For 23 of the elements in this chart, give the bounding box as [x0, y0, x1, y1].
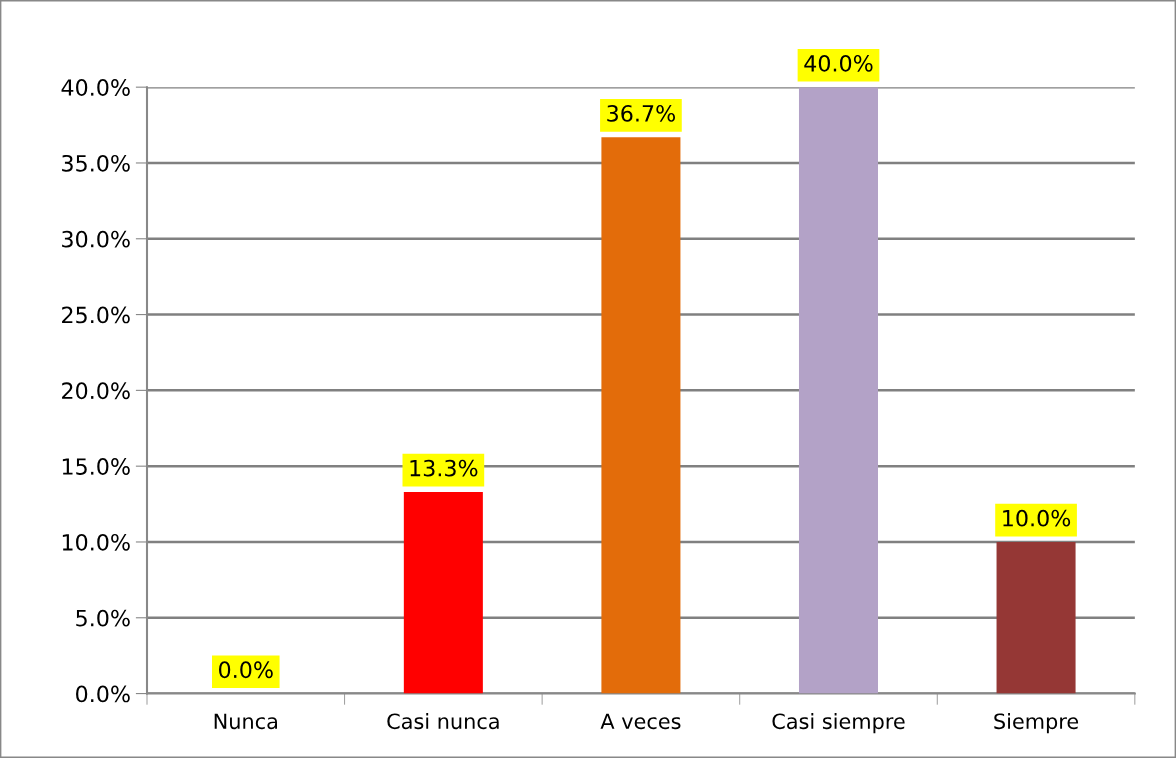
y-tick-label: 15.0% [62, 458, 130, 475]
y-tick-label: 20.0% [62, 382, 130, 400]
y-tick-label: 35.0% [62, 154, 130, 172]
y-tick-label: 5.0% [76, 609, 130, 627]
y-tick-label: 30.0% [62, 230, 130, 248]
data-label: 13.3% [410, 459, 478, 477]
data-label: 40.0% [804, 54, 873, 72]
y-tick-label: 25.0% [62, 306, 130, 324]
x-tick-label: Nunca [214, 713, 277, 730]
x-tick-label: Casi nunca [387, 713, 499, 730]
bar [798, 87, 878, 694]
bar [403, 491, 483, 694]
bar [996, 541, 1076, 694]
data-label: 36.7% [607, 104, 675, 122]
x-tick-label: Casi siempre [772, 713, 905, 734]
x-tick-label: A veces [600, 713, 681, 730]
x-tick-label: Siempre [994, 713, 1079, 734]
y-tick-label: 40.0% [61, 79, 130, 96]
data-label: 10.0% [1003, 509, 1071, 527]
data-label: 0.0% [219, 661, 273, 679]
y-tick-label: 10.0% [62, 533, 130, 551]
bar [601, 137, 681, 694]
y-tick-label: 0.0% [76, 685, 130, 703]
